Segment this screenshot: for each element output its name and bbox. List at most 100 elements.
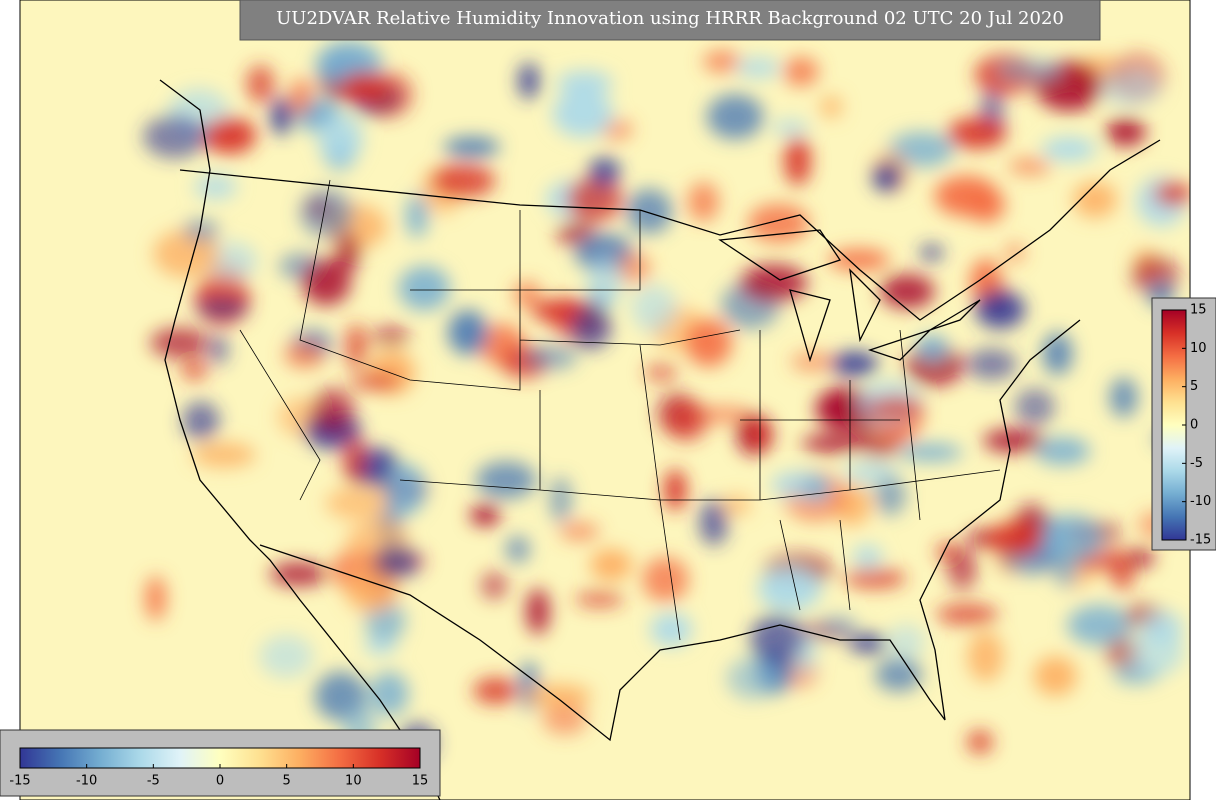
humidity-blob (1014, 388, 1056, 426)
humidity-blob (1153, 182, 1190, 206)
humidity-blob (552, 89, 614, 138)
humidity-blob (182, 401, 220, 441)
gulf-coast (259, 319, 1081, 742)
humidity-blob (874, 657, 922, 692)
humidity-blob (664, 469, 687, 511)
humidity-blob (790, 351, 835, 373)
humidity-blob (259, 635, 314, 678)
humidity-blob (852, 545, 883, 568)
humidity-blob (699, 499, 729, 546)
vertical-colorbar: 15 10 5 0 -5 -10 -15 (1161, 303, 1211, 548)
humidity-blob (757, 567, 822, 611)
humidity-blob (542, 702, 588, 735)
humidity-blob (829, 351, 879, 376)
humidity-blob (513, 281, 541, 309)
humidity-blob (1073, 181, 1117, 218)
humidity-blob (518, 62, 540, 100)
humidity-blob (740, 264, 808, 302)
humidity-blob (802, 476, 831, 502)
humidity-blob (706, 94, 764, 140)
humidity-blob (183, 219, 220, 243)
humidity-blob (844, 568, 906, 589)
tick-label: -10 (76, 774, 97, 789)
humidity-blob (984, 522, 1045, 556)
humidity-blob (284, 341, 326, 369)
title: UU2DVAR Relative Humidity Innovation usi… (276, 8, 1064, 29)
humidity-blob (369, 671, 409, 717)
humidity-blob (784, 136, 811, 186)
humidity-blob (342, 435, 367, 484)
humidity-blob (470, 505, 500, 526)
humidity-blob (574, 591, 625, 608)
humidity-blob (642, 557, 689, 603)
humidity-blob (626, 188, 673, 234)
tick-label: 15 (1190, 303, 1207, 318)
humidity-blob (1004, 242, 1025, 263)
humidity-blob (975, 290, 1026, 329)
humidity-blob (820, 95, 843, 119)
humidity-blob (349, 373, 401, 391)
humidity-blob (966, 348, 1017, 381)
humidity-blob (143, 115, 207, 159)
humidity-blob (783, 56, 819, 87)
humidity-blob (405, 194, 429, 238)
title-box (239, 0, 1101, 41)
tick-label: -5 (147, 774, 160, 789)
humidity-blob (145, 575, 166, 621)
tick-label: 10 (345, 774, 362, 789)
humidity-blob (317, 114, 363, 164)
horizontal-colorbar: -15 -10 -5 0 5 10 15 (9, 747, 428, 789)
humidity-blob (398, 265, 451, 311)
tick-label: 0 (216, 774, 224, 789)
humidity-blob (480, 571, 508, 600)
humidity-blob (301, 259, 351, 306)
humidity-blob (1007, 157, 1052, 176)
humidity-blob (1109, 377, 1138, 418)
humidity-blob (590, 548, 633, 581)
humidity-blob (1041, 137, 1097, 162)
tick-label: 0 (1190, 418, 1198, 433)
humidity-blob (300, 188, 354, 238)
humidity-blob (1033, 656, 1077, 696)
humidity-blob (934, 175, 998, 217)
humidity-blob (1105, 118, 1146, 147)
humidity-blob (995, 58, 1063, 82)
humidity-blob (879, 274, 935, 309)
humidity-blob (967, 631, 1004, 682)
humidity-blob (916, 335, 948, 361)
humidity-blob (271, 97, 292, 136)
humidity-blob (1126, 548, 1155, 568)
humidity-blob (310, 388, 355, 434)
humidity-blob (1034, 437, 1091, 466)
humidity-blob (887, 624, 925, 660)
humidity-blob (650, 612, 693, 647)
tick-label: -5 (1190, 456, 1203, 471)
humidity-blob (447, 310, 488, 355)
humidity-blob (526, 588, 550, 635)
humidity-blob (1042, 332, 1073, 376)
humidity-blob (363, 636, 397, 655)
humidity-blob (1040, 514, 1103, 564)
humidity-blob (936, 603, 999, 626)
humidity-blob (150, 327, 210, 358)
humidity-blob (385, 464, 426, 515)
humidity-blob (947, 117, 1007, 149)
humidity-blob (631, 284, 678, 333)
state-lines (239, 179, 1001, 641)
humidity-blob (523, 345, 578, 370)
humidity-blob (695, 406, 753, 424)
humidity-blob (556, 70, 613, 96)
humidity-blob (750, 613, 805, 666)
tick-label: -15 (1190, 533, 1211, 548)
humidity-blob (801, 434, 866, 453)
humidity-blob (372, 326, 410, 347)
humidity-blob (735, 56, 781, 79)
humidity-blob (828, 248, 890, 271)
humidity-blob (473, 677, 518, 705)
humidity-blob (866, 398, 925, 418)
us-border (179, 139, 1161, 321)
humidity-blob (687, 182, 720, 222)
humidity-blob (1130, 626, 1184, 676)
humidity-blob (983, 429, 1045, 453)
